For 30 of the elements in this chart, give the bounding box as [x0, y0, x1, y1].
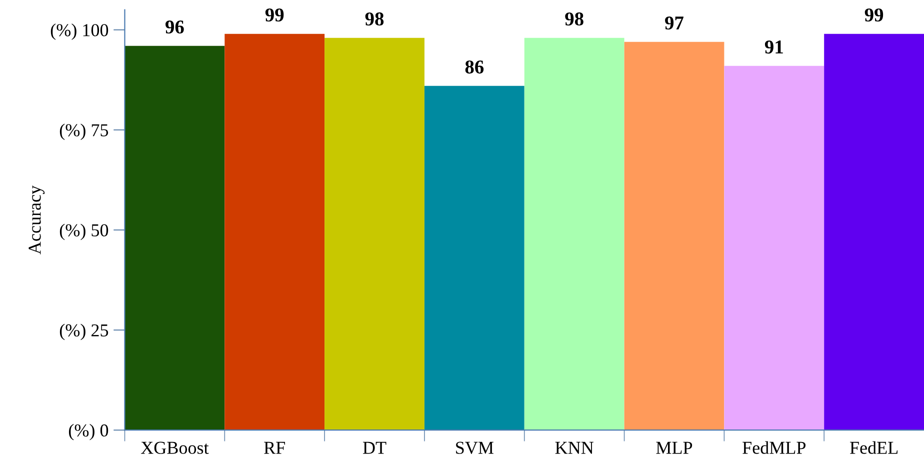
data-label: 96: [166, 20, 184, 34]
y-axis-title: Accuracy: [28, 185, 45, 254]
x-tick-label: FedEL: [850, 441, 898, 454]
data-label: 98: [365, 12, 384, 26]
y-tick-label: (%) 25: [60, 324, 108, 340]
x-tick-label: DT: [362, 442, 386, 454]
x-tick-label: FedMLP: [742, 441, 806, 454]
bar: [624, 42, 724, 430]
bar: [124, 46, 225, 430]
x-tick-label: SVM: [456, 442, 494, 454]
y-tick-label: (%) 75: [60, 124, 108, 140]
data-label: 91: [764, 40, 783, 54]
bar: [324, 38, 424, 430]
bar: [724, 66, 824, 430]
data-label: 99: [265, 8, 284, 22]
y-tick-label: (%) 50: [60, 224, 108, 240]
data-label: 97: [665, 16, 684, 30]
data-label: 99: [864, 8, 884, 22]
bar: [224, 34, 325, 430]
x-tick-label: KNN: [555, 442, 594, 454]
y-tick-label: (%) 100: [50, 24, 108, 40]
x-tick-label: RF: [264, 442, 285, 454]
data-label: 98: [565, 12, 584, 26]
x-tick-label: XGBoost: [140, 442, 209, 454]
bar: [824, 34, 924, 430]
bar: [524, 38, 624, 430]
x-tick-label: MLP: [656, 442, 692, 454]
y-tick-label: (%) 0: [68, 424, 108, 440]
bar: [424, 86, 524, 430]
data-label: 86: [465, 60, 484, 74]
